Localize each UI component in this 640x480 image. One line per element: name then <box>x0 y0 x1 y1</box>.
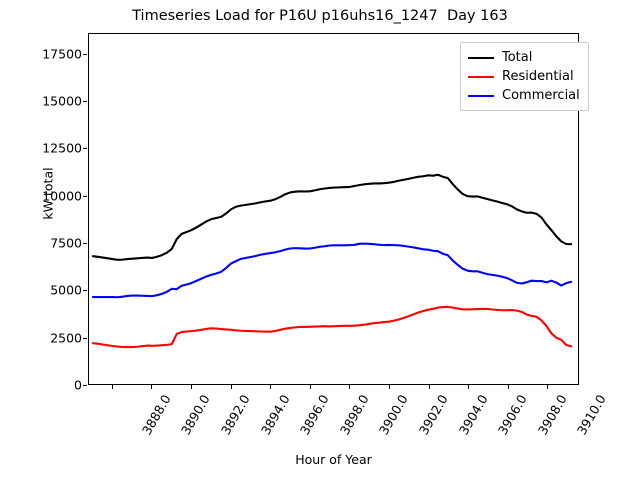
y-axis-label: kW total <box>40 167 56 220</box>
y-axis-tick-mark <box>83 337 87 339</box>
series-line-total <box>93 175 571 260</box>
x-axis-tick-label: 3894.0 <box>257 392 293 438</box>
x-axis-tick-label: 3890.0 <box>178 392 214 438</box>
x-axis-tick-label: 3910.0 <box>574 392 610 438</box>
x-axis-tick-label: 3904.0 <box>455 392 491 438</box>
x-axis-tick-label: 3898.0 <box>336 392 372 438</box>
x-axis-tick-mark <box>547 385 549 389</box>
x-axis-tick-label: 3908.0 <box>534 392 570 438</box>
y-axis-tick-label: 7500 <box>50 235 82 251</box>
legend-swatch-icon <box>468 94 494 97</box>
y-axis-tick-labels: 0 2500 5000 7500 10000 12500 15000 17500 <box>0 0 82 480</box>
y-axis-tick-label: 0 <box>74 377 82 393</box>
y-axis-tick-mark <box>83 148 87 150</box>
series-line-commercial <box>93 244 571 298</box>
legend-swatch-icon <box>468 75 494 78</box>
x-axis-tick-mark <box>190 385 192 389</box>
plot-lines <box>89 34 578 384</box>
y-axis-tick-label: 10000 <box>42 188 82 204</box>
x-axis-tick-label: 3888.0 <box>138 392 174 438</box>
x-axis-tick-mark <box>349 385 351 389</box>
y-axis-tick-mark <box>83 53 87 55</box>
x-axis-tick-mark <box>230 385 232 389</box>
chart-title: Timeseries Load for P16U p16uhs16_1247 D… <box>132 8 508 24</box>
y-axis-tick-label: 17500 <box>42 46 82 62</box>
x-axis-tick-mark <box>388 385 390 389</box>
legend-item-commercial[interactable]: Commercial <box>468 86 580 105</box>
legend-swatch-icon <box>468 56 494 59</box>
legend-item-residential[interactable]: Residential <box>468 67 580 86</box>
x-axis-tick-label: 3896.0 <box>297 392 332 438</box>
x-axis-tick-mark <box>151 385 153 389</box>
x-axis-tick-mark <box>309 385 311 389</box>
y-axis-tick-mark <box>83 101 87 103</box>
y-axis-tick-label: 12500 <box>42 140 82 156</box>
y-axis-tick-mark <box>83 385 87 386</box>
x-axis-tick-label: 3906.0 <box>495 392 530 438</box>
legend-label: Commercial <box>502 88 580 103</box>
x-axis-tick-label: 3892.0 <box>217 392 253 438</box>
series-line-residential <box>93 307 571 347</box>
x-axis-tick-label: 3902.0 <box>415 392 451 438</box>
y-axis-tick-label: 5000 <box>50 282 82 298</box>
chart-legend: Total Residential Commercial <box>460 42 589 111</box>
y-axis-tick-mark <box>83 243 87 245</box>
y-axis-tick-label: 2500 <box>50 330 82 346</box>
y-axis-tick-mark <box>83 195 87 197</box>
legend-label: Total <box>502 50 533 65</box>
x-axis-tick-mark <box>111 385 113 389</box>
x-axis-tick-mark <box>507 385 509 389</box>
legend-item-total[interactable]: Total <box>468 48 580 67</box>
x-axis-label: Hour of Year <box>295 452 372 467</box>
x-axis-tick-mark <box>428 385 430 389</box>
x-axis-tick-mark <box>270 385 272 389</box>
x-axis-tick-mark <box>468 385 470 389</box>
y-axis-tick-label: 15000 <box>42 93 82 109</box>
legend-label: Residential <box>502 69 574 84</box>
x-axis-tick-label: 3900.0 <box>376 392 412 438</box>
y-axis-tick-mark <box>83 290 87 292</box>
